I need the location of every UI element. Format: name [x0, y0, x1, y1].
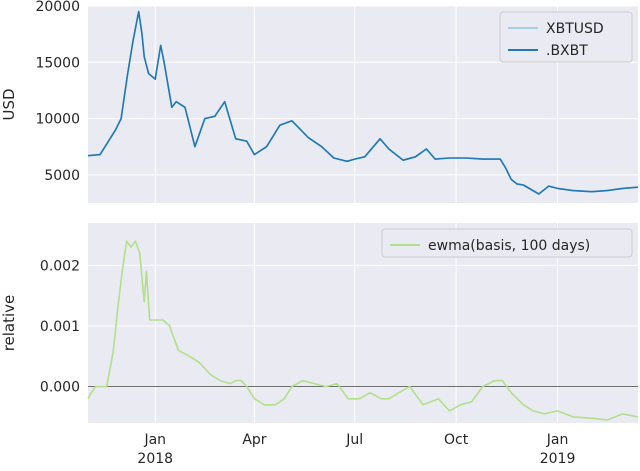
legend-label: .BXBT: [546, 43, 588, 59]
legend-label: XBTUSD: [546, 21, 604, 37]
series-line-ewma-basis-100-days-: [87, 240, 639, 421]
y-tick-label: 0.001: [40, 319, 80, 335]
x-tick-year-label: 2018: [137, 451, 173, 467]
x-tick-label: Jan: [143, 432, 166, 448]
x-tick-label: Oct: [444, 432, 469, 448]
y-tick-label: 10000: [35, 112, 80, 128]
y-tick-label: 0.002: [40, 258, 80, 274]
y-axis-label: USD: [0, 88, 18, 120]
x-tick-label: Jan: [546, 432, 569, 448]
y-tick-label: 15000: [35, 55, 80, 71]
y-axis-label: relative: [0, 295, 18, 352]
x-tick-label: Jul: [345, 432, 363, 448]
y-tick-label: 5000: [44, 168, 80, 184]
x-tick-label: Apr: [242, 432, 266, 448]
x-tick-year-label: 2019: [540, 451, 576, 467]
y-tick-label: 0.000: [40, 380, 80, 396]
legend-box: [381, 228, 633, 258]
series-line--bxbt: [87, 10, 639, 195]
legend-label: ewma(basis, 100 days): [428, 238, 590, 254]
y-tick-label: 20000: [35, 0, 80, 15]
